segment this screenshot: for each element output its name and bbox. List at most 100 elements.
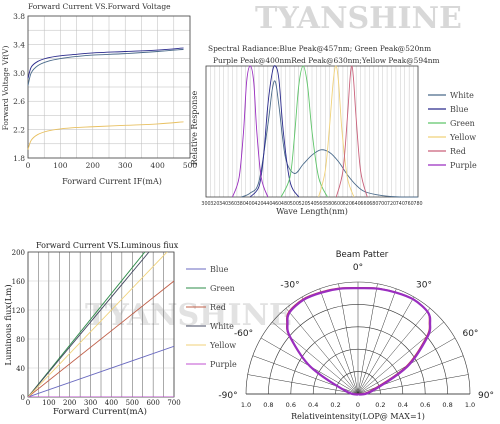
spectral-x-tick: 520 — [299, 201, 308, 207]
voltage-y-tick: 3.4 — [13, 40, 25, 49]
luminous-x-tick: 100 — [42, 399, 55, 407]
voltage-y-tick: 2.2 — [13, 126, 25, 135]
luminous-x-tick: 0 — [26, 399, 30, 407]
beam-angle-label: 0° — [353, 263, 363, 273]
spectral-x-label: Wave Length(nm) — [276, 207, 348, 216]
beam-spoke — [357, 374, 469, 395]
spectral-series-blue — [249, 65, 300, 198]
spectral-x-tick: 660 — [360, 201, 369, 207]
beam-r-tick: 0.2 — [375, 401, 385, 409]
beam-ring — [268, 304, 448, 395]
voltage-x-tick: 400 — [150, 161, 165, 170]
luminous-x-tick: 700 — [167, 399, 180, 407]
voltage-chart-title: Forward Current VS.Forward Voltage — [28, 2, 171, 11]
spectral-x-tick: 480 — [281, 201, 290, 207]
beam-spoke — [272, 321, 359, 395]
spectral-x-tick: 640 — [352, 201, 361, 207]
spectral-x-tick: 740 — [396, 201, 405, 207]
luminous-x-tick: 400 — [105, 399, 118, 407]
beam-r-tick: 0.4 — [308, 401, 318, 409]
beam-spoke — [357, 296, 415, 395]
beam-r-tick: 0.8 — [263, 401, 273, 409]
watermark-bottom: TYANSHINE — [85, 298, 292, 333]
luminous-x-tick: 300 — [84, 399, 97, 407]
luminous-chart-title: Forward Current VS.Luminous fiux — [36, 241, 179, 250]
voltage-y-label: Forward Voltage Vf(V) — [1, 46, 10, 131]
beam-angle-label: 60° — [462, 329, 478, 339]
spectral-x-tick: 560 — [316, 201, 325, 207]
beam-r-tick: 0.6 — [286, 401, 296, 409]
beam-r-tick: 0 — [356, 401, 360, 409]
voltage-y-tick: 3.0 — [13, 69, 25, 78]
spectral-title-line2: Purple Peak@400nmRed Peak@630nm;Yellow P… — [213, 56, 440, 65]
beam-x-label: Relativeintensity(LOP@ MAX=1) — [291, 412, 425, 421]
beam-angle-label: 90° — [478, 391, 494, 401]
luminous-y-tick: 160 — [12, 278, 25, 286]
luminous-x-label: Forward Current(mA) — [53, 406, 147, 417]
beam-spoke — [357, 308, 431, 395]
spectral-x-tick: 320 — [210, 201, 219, 207]
spectral-title-line1: Spectral Radiance:Blue Peak@457nm; Green… — [208, 44, 431, 53]
luminous-legend-label: White — [210, 322, 234, 331]
spectral-x-tick: 700 — [378, 201, 387, 207]
luminous-y-tick: 200 — [12, 249, 25, 257]
beam-ring — [245, 281, 471, 395]
voltage-chart: Forward Current VS.Forward Voltage 0 100 20… — [1, 2, 197, 186]
voltage-x-tick: 500 — [183, 161, 198, 170]
spectral-x-tick: 540 — [307, 201, 316, 207]
luminous-series-blue — [28, 345, 174, 397]
spectral-x-tick: 500 — [290, 201, 299, 207]
spectral-x-tick: 620 — [343, 201, 352, 207]
spectral-legend-label: Purple — [450, 161, 477, 170]
spectral-x-tick: 420 — [254, 201, 263, 207]
voltage-x-tick: 300 — [118, 161, 133, 170]
luminous-series-green — [28, 252, 146, 397]
spectral-legend-label: Yellow — [449, 133, 476, 142]
spectral-legend-label: Blue — [450, 105, 469, 114]
spectral-y-label: Relative Response — [190, 91, 199, 166]
luminous-y-tick: 0 — [21, 394, 25, 402]
voltage-x-tick: 200 — [86, 161, 101, 170]
spectral-x-tick: 440 — [263, 201, 272, 207]
spectral-legend-label: Green — [450, 119, 475, 128]
luminous-series-red — [28, 280, 174, 397]
beam-r-tick: 1.0 — [465, 401, 475, 409]
beam-angle-label: -30° — [280, 281, 299, 291]
beam-r-tick: 0.4 — [398, 401, 408, 409]
beam-ring — [290, 326, 426, 395]
spectral-x-tick: 580 — [325, 201, 334, 207]
voltage-series-line — [27, 48, 184, 86]
spectral-x-tick: 720 — [387, 201, 396, 207]
spectral-series-green — [280, 65, 328, 198]
voltage-x-tick: 0 — [26, 161, 31, 170]
voltage-x-tick: 100 — [53, 161, 68, 170]
beam-angle-label: -90° — [218, 391, 237, 401]
spectral-legend-label: Red — [450, 147, 466, 156]
beam-angle-label: -60° — [234, 329, 253, 339]
luminous-legend-label: Green — [210, 284, 235, 293]
spectral-x-tick: 780 — [413, 201, 422, 207]
luminous-series-yellow — [28, 252, 168, 397]
voltage-y-tick: 3.8 — [13, 12, 25, 21]
voltage-x-label: Forward Current IF(mA) — [62, 177, 162, 186]
spectral-chart: Spectral Radiance:Blue Peak@457nm; Green… — [190, 44, 477, 216]
luminous-y-tick: 80 — [16, 336, 25, 344]
spectral-x-tick: 460 — [272, 201, 281, 207]
luminous-chart: Forward Current VS.Luminous fiux 0 100 200 3… — [3, 241, 237, 417]
beam-spoke — [247, 374, 359, 395]
watermark-top: TYANSHINE — [255, 1, 462, 36]
beam-r-tick: 0.8 — [442, 401, 452, 409]
luminous-x-tick: 200 — [63, 399, 76, 407]
luminous-x-tick: 500 — [126, 399, 139, 407]
beam-curve-purple — [286, 287, 432, 396]
spectral-legend-label: White — [450, 91, 474, 100]
luminous-x-tick: 600 — [146, 399, 159, 407]
spectral-series-yellow — [318, 65, 355, 198]
voltage-plot-frame — [27, 15, 191, 159]
luminous-y-tick: 120 — [12, 307, 25, 315]
beam-spoke — [357, 288, 397, 395]
spectral-x-tick: 680 — [369, 201, 378, 207]
luminous-legend-label: Red — [210, 303, 226, 312]
